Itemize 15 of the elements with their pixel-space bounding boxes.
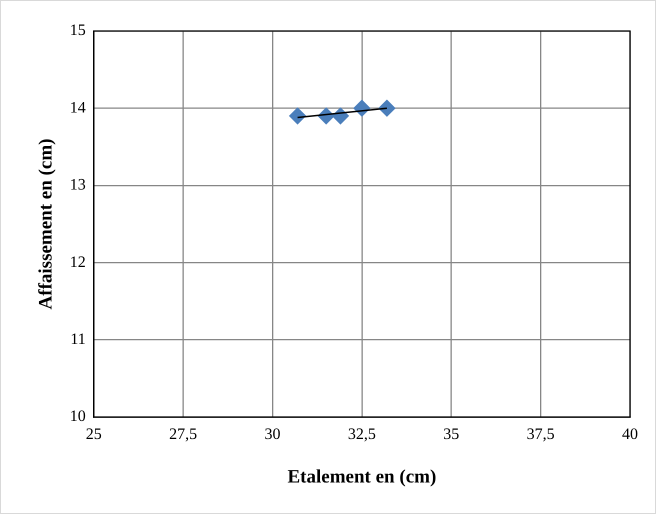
x-tick-label: 32,5	[348, 426, 376, 443]
y-tick-label: 12	[70, 254, 86, 271]
x-tick-label: 25	[86, 426, 102, 443]
x-tick-label: 37,5	[526, 426, 555, 443]
y-tick-label: 10	[70, 408, 86, 426]
x-axis-title: Etalement en (cm)	[288, 466, 436, 488]
y-axis-title: Affaissement en (cm)	[35, 138, 56, 310]
y-tick-label: 15	[70, 22, 86, 40]
x-tick-label: 40	[622, 426, 638, 443]
x-tick-label: 30	[264, 426, 281, 443]
y-tick-label: 11	[70, 331, 86, 348]
x-tick-label: 35	[443, 426, 460, 443]
x-tick-label: 27,5	[169, 426, 198, 443]
y-tick-label: 13	[70, 176, 86, 194]
y-tick-label: 14	[70, 99, 86, 116]
